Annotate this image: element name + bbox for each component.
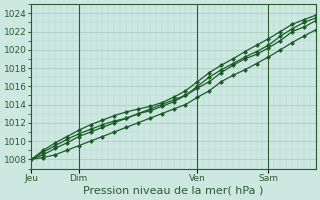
X-axis label: Pression niveau de la mer( hPa ): Pression niveau de la mer( hPa )	[84, 186, 264, 196]
